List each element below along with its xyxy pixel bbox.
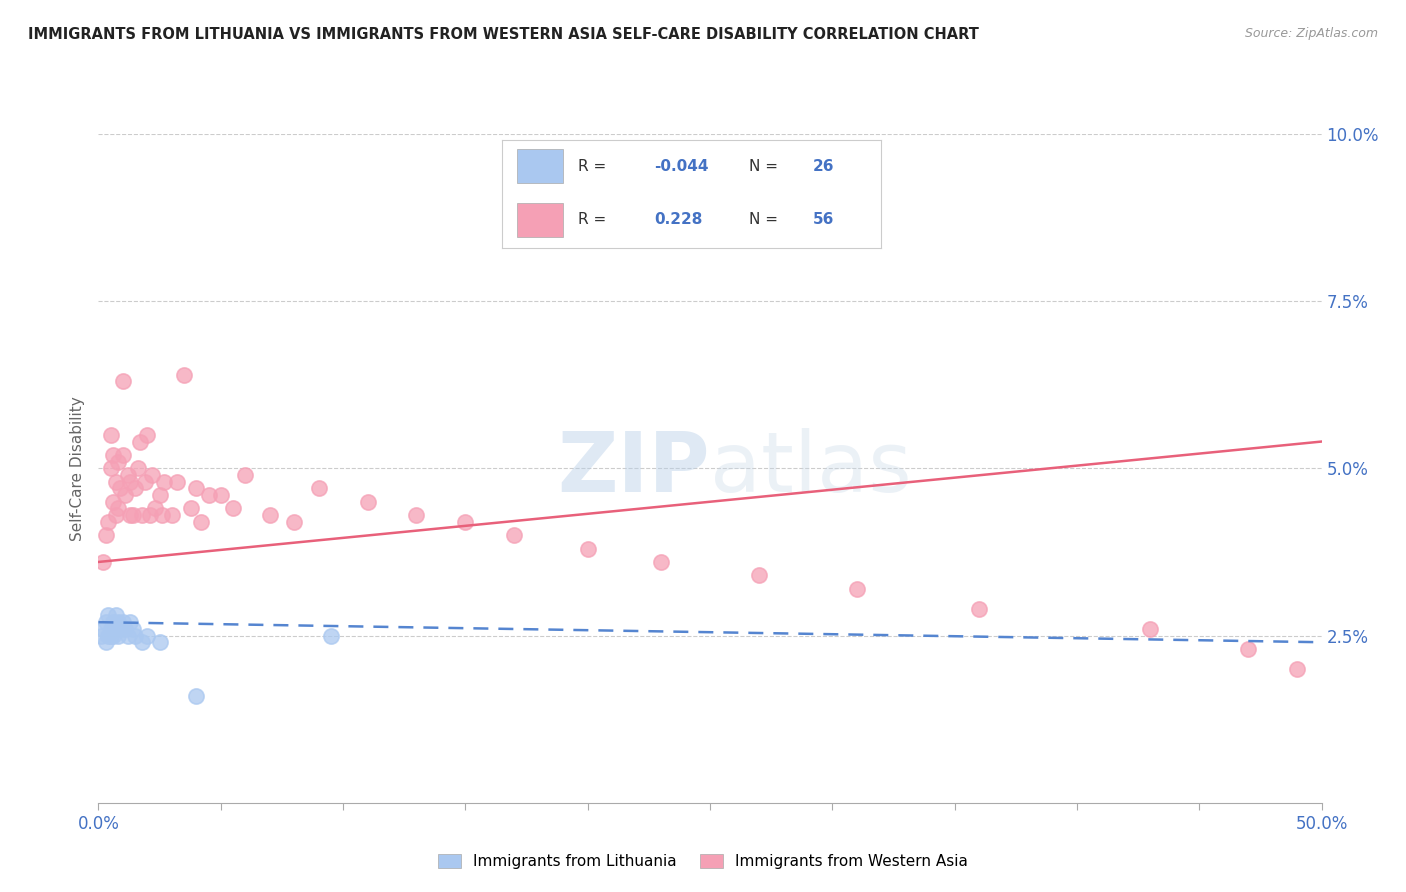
Point: [405, 508, 427, 523]
Point: [1286, 662, 1309, 676]
Point: [124, 482, 146, 496]
Point: [131, 635, 153, 649]
Point: [100, 628, 122, 642]
Y-axis label: Self-Care Disability: Self-Care Disability: [70, 396, 86, 541]
Point: [97, 515, 120, 529]
Point: [101, 494, 124, 508]
Point: [104, 508, 127, 523]
Point: [100, 622, 122, 636]
Point: [283, 515, 305, 529]
Point: [233, 468, 256, 483]
Point: [127, 461, 149, 475]
Point: [121, 508, 143, 523]
Point: [1237, 642, 1260, 657]
Point: [131, 508, 153, 523]
Point: [94, 635, 117, 649]
Point: [100, 428, 122, 442]
Text: IMMIGRANTS FROM LITHUANIA VS IMMIGRANTS FROM WESTERN ASIA SELF-CARE DISABILITY C: IMMIGRANTS FROM LITHUANIA VS IMMIGRANTS …: [28, 27, 979, 42]
Point: [180, 501, 202, 516]
Point: [134, 475, 156, 489]
Point: [114, 488, 136, 502]
Point: [117, 468, 139, 483]
Point: [94, 615, 117, 630]
Point: [136, 628, 159, 642]
Point: [141, 468, 163, 483]
Point: [153, 475, 176, 489]
Point: [454, 515, 477, 529]
Point: [101, 615, 124, 630]
Point: [160, 508, 183, 523]
Point: [107, 455, 129, 469]
Point: [173, 368, 195, 382]
Point: [650, 555, 672, 569]
Point: [129, 434, 152, 449]
Point: [110, 482, 132, 496]
Point: [186, 689, 208, 703]
Point: [967, 602, 990, 616]
Point: [107, 628, 129, 642]
Point: [91, 555, 114, 569]
Point: [136, 428, 159, 442]
Point: [139, 508, 162, 523]
Point: [150, 508, 173, 523]
Point: [124, 628, 146, 642]
Point: [120, 508, 142, 523]
Point: [110, 622, 132, 636]
Point: [100, 461, 122, 475]
Point: [308, 482, 330, 496]
Point: [259, 508, 281, 523]
Point: [107, 501, 129, 516]
Point: [101, 628, 124, 642]
Point: [104, 622, 127, 636]
Point: [120, 475, 142, 489]
Point: [111, 615, 134, 630]
Text: Source: ZipAtlas.com: Source: ZipAtlas.com: [1244, 27, 1378, 40]
Point: [104, 475, 127, 489]
Legend: Immigrants from Lithuania, Immigrants from Western Asia: Immigrants from Lithuania, Immigrants fr…: [432, 848, 974, 875]
Point: [143, 501, 166, 516]
Point: [101, 448, 124, 462]
Point: [111, 375, 134, 389]
Point: [190, 515, 212, 529]
Point: [222, 501, 245, 516]
Text: ZIP: ZIP: [558, 428, 710, 508]
Point: [356, 494, 378, 508]
Point: [209, 488, 232, 502]
Point: [114, 622, 136, 636]
Point: [104, 608, 127, 623]
Point: [97, 628, 120, 642]
Point: [748, 568, 770, 582]
Point: [117, 628, 139, 642]
Point: [149, 635, 172, 649]
Point: [186, 482, 208, 496]
Point: [111, 448, 134, 462]
Point: [166, 475, 188, 489]
Point: [91, 622, 114, 636]
Point: [107, 615, 129, 630]
Text: atlas: atlas: [710, 428, 911, 508]
Point: [97, 608, 120, 623]
Point: [319, 628, 342, 642]
Point: [503, 528, 526, 542]
Point: [197, 488, 219, 502]
Point: [149, 488, 172, 502]
Point: [121, 622, 143, 636]
Point: [845, 582, 868, 596]
Point: [1139, 622, 1161, 636]
Point: [120, 615, 142, 630]
Point: [576, 541, 599, 556]
Point: [94, 528, 117, 542]
Point: [90, 628, 112, 642]
